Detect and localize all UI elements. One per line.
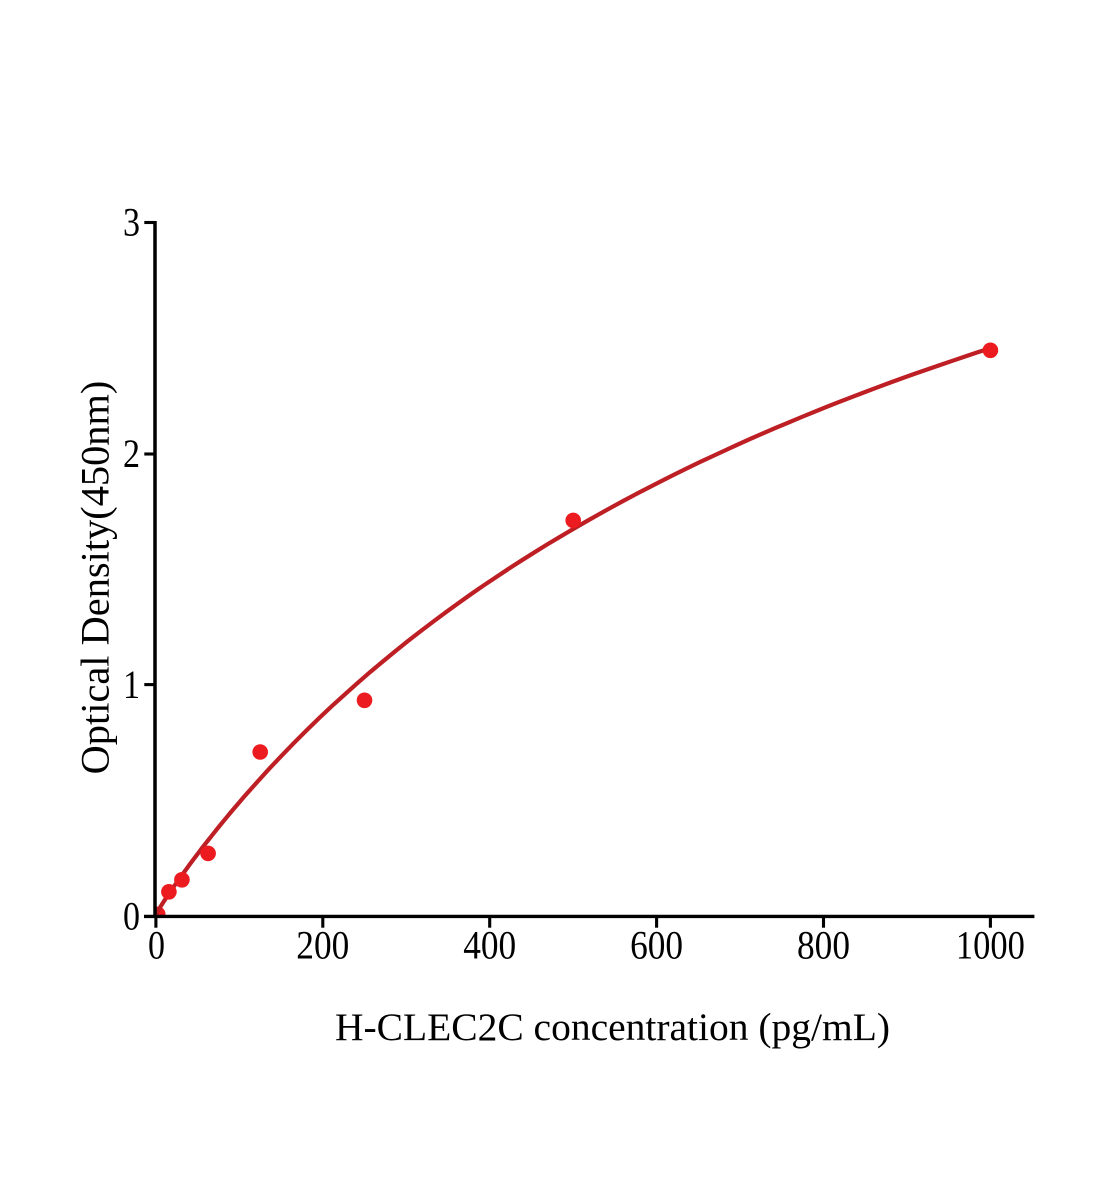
svg-text:2: 2 bbox=[123, 431, 140, 476]
svg-text:1: 1 bbox=[123, 662, 140, 707]
svg-text:0: 0 bbox=[148, 923, 165, 968]
svg-text:1000: 1000 bbox=[956, 923, 1025, 968]
svg-text:600: 600 bbox=[630, 923, 683, 968]
svg-text:0: 0 bbox=[123, 894, 140, 939]
svg-text:Optical Density(450nm): Optical Density(450nm) bbox=[73, 381, 118, 775]
svg-text:800: 800 bbox=[797, 923, 850, 968]
svg-text:400: 400 bbox=[463, 923, 516, 968]
svg-text:H-CLEC2C concentration (pg/mL): H-CLEC2C concentration (pg/mL) bbox=[335, 1005, 890, 1049]
svg-text:3: 3 bbox=[123, 200, 140, 245]
svg-text:200: 200 bbox=[296, 923, 349, 968]
